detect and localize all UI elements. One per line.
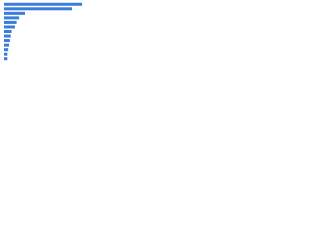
bar: [4, 25, 15, 29]
bar: [4, 2, 83, 6]
bar: [4, 16, 20, 20]
page: {"chart_data": {"type": "bar", "orientat…: [0, 0, 100, 71]
bar: [4, 48, 9, 52]
bar: [4, 52, 8, 56]
bar: [4, 57, 8, 61]
bar: [4, 34, 11, 38]
bar: [4, 20, 17, 24]
bar: [4, 11, 25, 15]
chart: [4, 2, 83, 61]
bar: [4, 30, 12, 33]
bar: [4, 39, 10, 43]
bar: [4, 43, 10, 47]
bar: [4, 7, 73, 11]
